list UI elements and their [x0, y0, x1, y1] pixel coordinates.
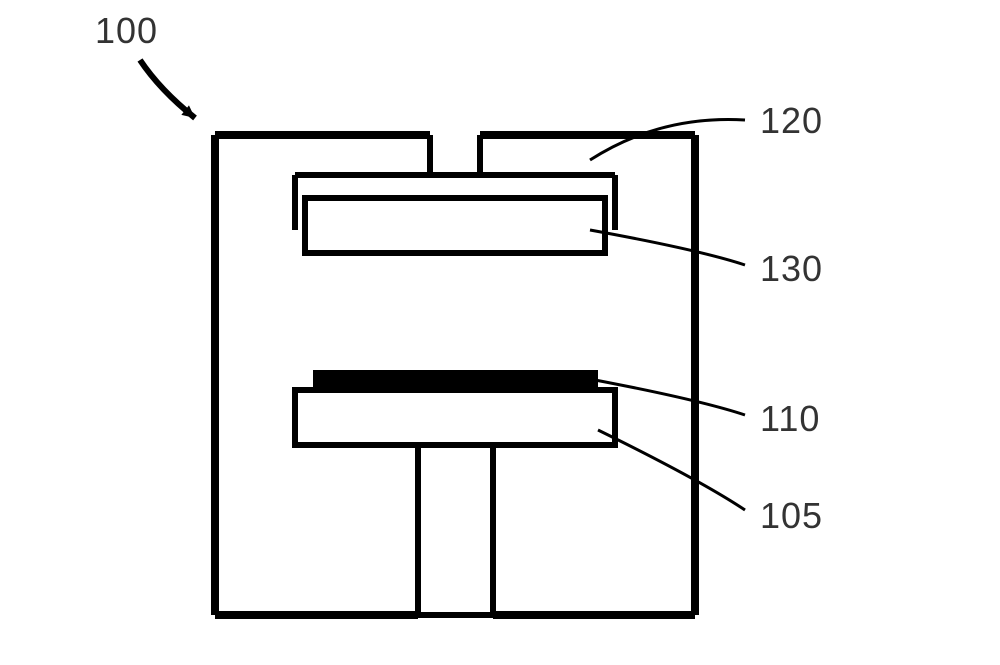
label-top-bracket: 120	[760, 100, 823, 142]
leader-105	[598, 430, 745, 510]
label-assembly: 100	[95, 10, 158, 52]
label-lower-plate: 105	[760, 495, 823, 537]
label-film: 110	[760, 398, 820, 440]
upper-plate	[305, 198, 605, 253]
diagram-canvas: 100 120 130 110 105	[0, 0, 1000, 665]
leader-120	[590, 120, 745, 161]
leader-130	[590, 230, 745, 265]
lower-plate	[295, 390, 615, 445]
diagram-svg	[0, 0, 1000, 665]
label-upper-plate: 130	[760, 248, 823, 290]
bottom-stem	[418, 445, 493, 615]
